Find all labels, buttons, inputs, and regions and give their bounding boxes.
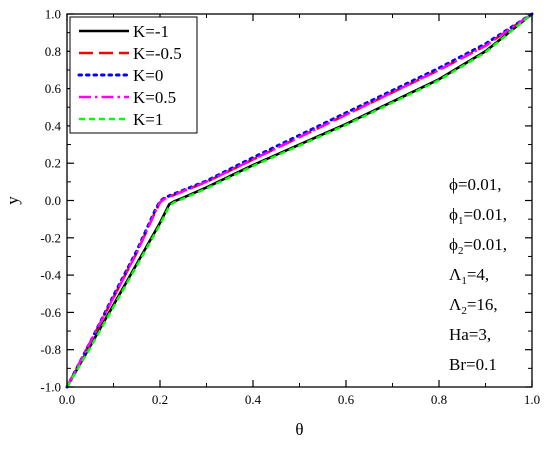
tick-labels: 0.0 0.2 0.4 0.6 0.8 1.0 -1.0 -0.8 -0.6 -0.4 -0.2 0.… <box>40 7 540 408</box>
legend-label: K=-1 <box>133 22 169 41</box>
y-axis-title: y <box>3 196 22 205</box>
y-tick-label: 0.6 <box>45 81 62 96</box>
parameter-annotation: ϕ2=0.01, <box>449 235 507 257</box>
plot-frame <box>66 13 533 388</box>
x-axis-title: θ <box>295 420 303 439</box>
parameter-annotation: Λ2=16, <box>449 295 498 317</box>
x-tick-label: 0.6 <box>338 392 355 407</box>
y-tick-label: -1.0 <box>40 380 61 395</box>
legend-label: K=0.5 <box>133 88 176 107</box>
y-tick-label: 0.0 <box>45 193 61 208</box>
legend-label: K=-0.5 <box>133 44 182 63</box>
y-tick-label: 0.4 <box>45 118 62 133</box>
parameter-annotation: Ha=3, <box>449 325 491 344</box>
y-tick-label: 1.0 <box>45 7 61 22</box>
legend: K=-1 K=-0.5 K=0 K=0.5 K=1 <box>69 16 198 134</box>
x-tick-label: 0.4 <box>245 392 262 407</box>
x-tick-label: 0.8 <box>431 392 447 407</box>
legend-box <box>69 16 198 134</box>
y-tick-label: -0.4 <box>40 268 61 283</box>
y-tick-label: 0.2 <box>45 156 61 171</box>
parameter-annotation: Br=0.1 <box>449 355 497 374</box>
parameter-annotation: Λ1=4, <box>449 265 489 287</box>
y-tick-label: -0.6 <box>40 305 61 320</box>
parameter-annotation: ϕ=0.01, <box>449 175 502 194</box>
parameter-annotations: ϕ=0.01, ϕ1=0.01, ϕ2=0.01, Λ1=4, Λ2=16, Ha=3, B… <box>449 175 507 374</box>
legend-label: K=1 <box>133 110 163 129</box>
series-line-2 <box>65 12 534 389</box>
y-tick-label: -0.2 <box>40 230 61 245</box>
x-tick-label: 0.0 <box>59 392 75 407</box>
y-tick-label: 0.8 <box>45 44 61 59</box>
x-tick-label: 0.2 <box>152 392 168 407</box>
series-lines <box>65 12 534 389</box>
parameter-annotation: ϕ1=0.01, <box>449 205 507 227</box>
x-tick-label: 1.0 <box>524 392 540 407</box>
legend-label: K=0 <box>133 66 163 85</box>
series-line-3 <box>65 13 533 388</box>
y-tick-label: -0.8 <box>40 342 61 357</box>
